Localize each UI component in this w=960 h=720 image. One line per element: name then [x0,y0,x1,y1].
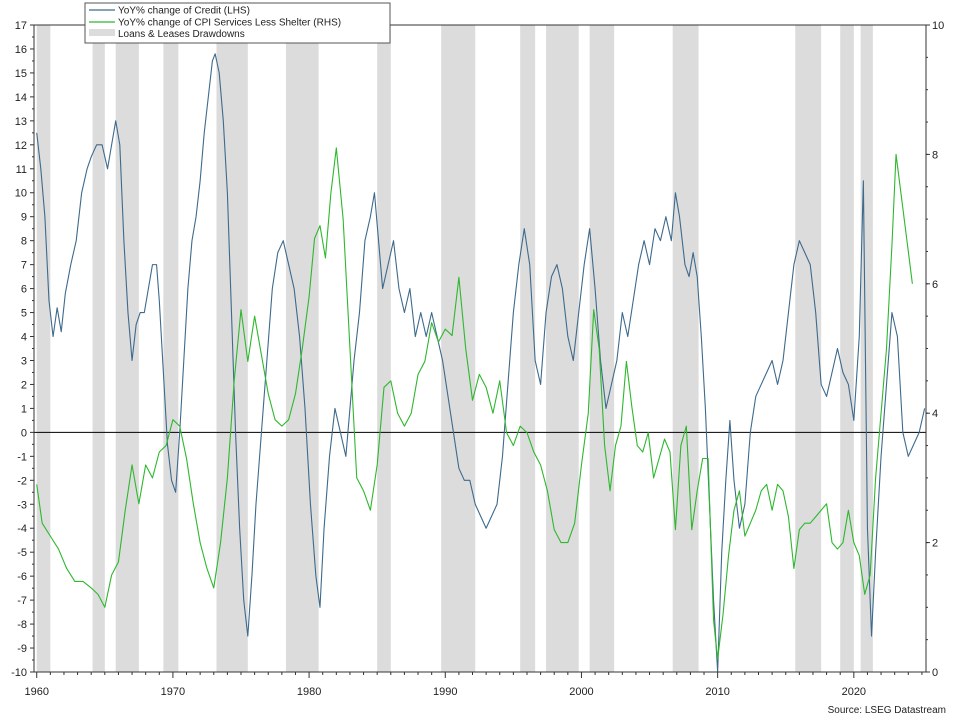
drawdown-band [92,25,105,672]
drawdown-band [672,25,699,672]
left-tick-label: 6 [21,284,27,296]
left-tick-label: 15 [15,68,27,80]
left-tick-label: -7 [17,595,27,607]
right-tick-label: 8 [932,149,938,161]
drawdown-band [115,25,139,672]
left-tick-label: 8 [21,236,27,248]
left-tick-label: 1 [21,403,27,415]
x-tick-label: 1990 [433,686,457,698]
left-tick-label: 16 [15,44,27,56]
drawdown-band [840,25,854,672]
series-group [36,53,926,673]
left-tick-label: 12 [15,140,27,152]
legend-label-credit: YoY% change of Credit (LHS) [118,6,250,17]
left-tick-label: -6 [17,571,27,583]
left-axis: 17161514131211109876543210-1-2-3-4-5-6-7… [11,20,34,679]
left-tick-label: -10 [11,667,27,679]
left-tick-label: -3 [17,499,27,511]
left-tick-label: 17 [15,20,27,32]
drawdown-band [36,25,51,672]
right-tick-label: 10 [932,20,944,32]
x-axis: 1960 1970 1980 1990 2000 2010 2020 [24,672,923,698]
right-tick-label: 6 [932,279,938,291]
series-line-cpi-services [36,147,913,660]
legend: YoY% change of Credit (LHS) YoY% change … [84,2,391,44]
right-tick-label: 2 [932,538,938,550]
x-tick-label: 1980 [297,686,321,698]
x-tick-label: 2000 [569,686,593,698]
series-line-credit [36,53,926,673]
drawdown-band [589,25,615,672]
left-tick-label: -5 [17,547,27,559]
x-tick-label: 2010 [705,686,729,698]
left-tick-label: 13 [15,116,27,128]
drawdown-band [795,25,822,672]
left-tick-label: 11 [16,164,27,176]
left-tick-label: 0 [21,427,27,439]
right-axis: 10 8 6 4 2 0 [926,20,944,679]
right-tick-label: 0 [932,667,938,679]
left-tick-label: 2 [21,379,27,391]
left-tick-label: -4 [17,523,27,535]
left-tick-label: 3 [21,355,27,367]
x-tick-label: 2020 [842,686,866,698]
drawdown-band [441,25,476,672]
left-tick-label: -8 [17,619,27,631]
left-tick-label: -9 [17,643,27,655]
drawdown-band [377,25,391,672]
source-note: Source: LSEG Datastream [828,705,946,716]
legend-label-cpi: YoY% change of CPI Services Less Shelter… [118,18,341,29]
legend-swatch-drawdowns [89,29,115,36]
left-tick-label: 9 [21,212,27,224]
left-tick-label: 5 [21,308,27,320]
drawdown-band [163,25,179,672]
left-tick-label: 10 [15,188,27,200]
left-tick-label: -2 [17,475,27,487]
drawdown-band [520,25,536,672]
legend-box [84,2,391,44]
x-tick-label: 1970 [161,686,185,698]
drawdown-band [546,25,579,672]
legend-label-drawdowns: Loans & Leases Drawdowns [118,29,245,40]
x-tick-label: 1960 [24,686,48,698]
left-tick-label: 14 [15,92,27,104]
left-tick-label: 4 [21,332,27,344]
left-tick-label: -1 [17,451,27,463]
left-tick-label: 7 [21,260,27,272]
right-tick-label: 4 [932,408,938,420]
